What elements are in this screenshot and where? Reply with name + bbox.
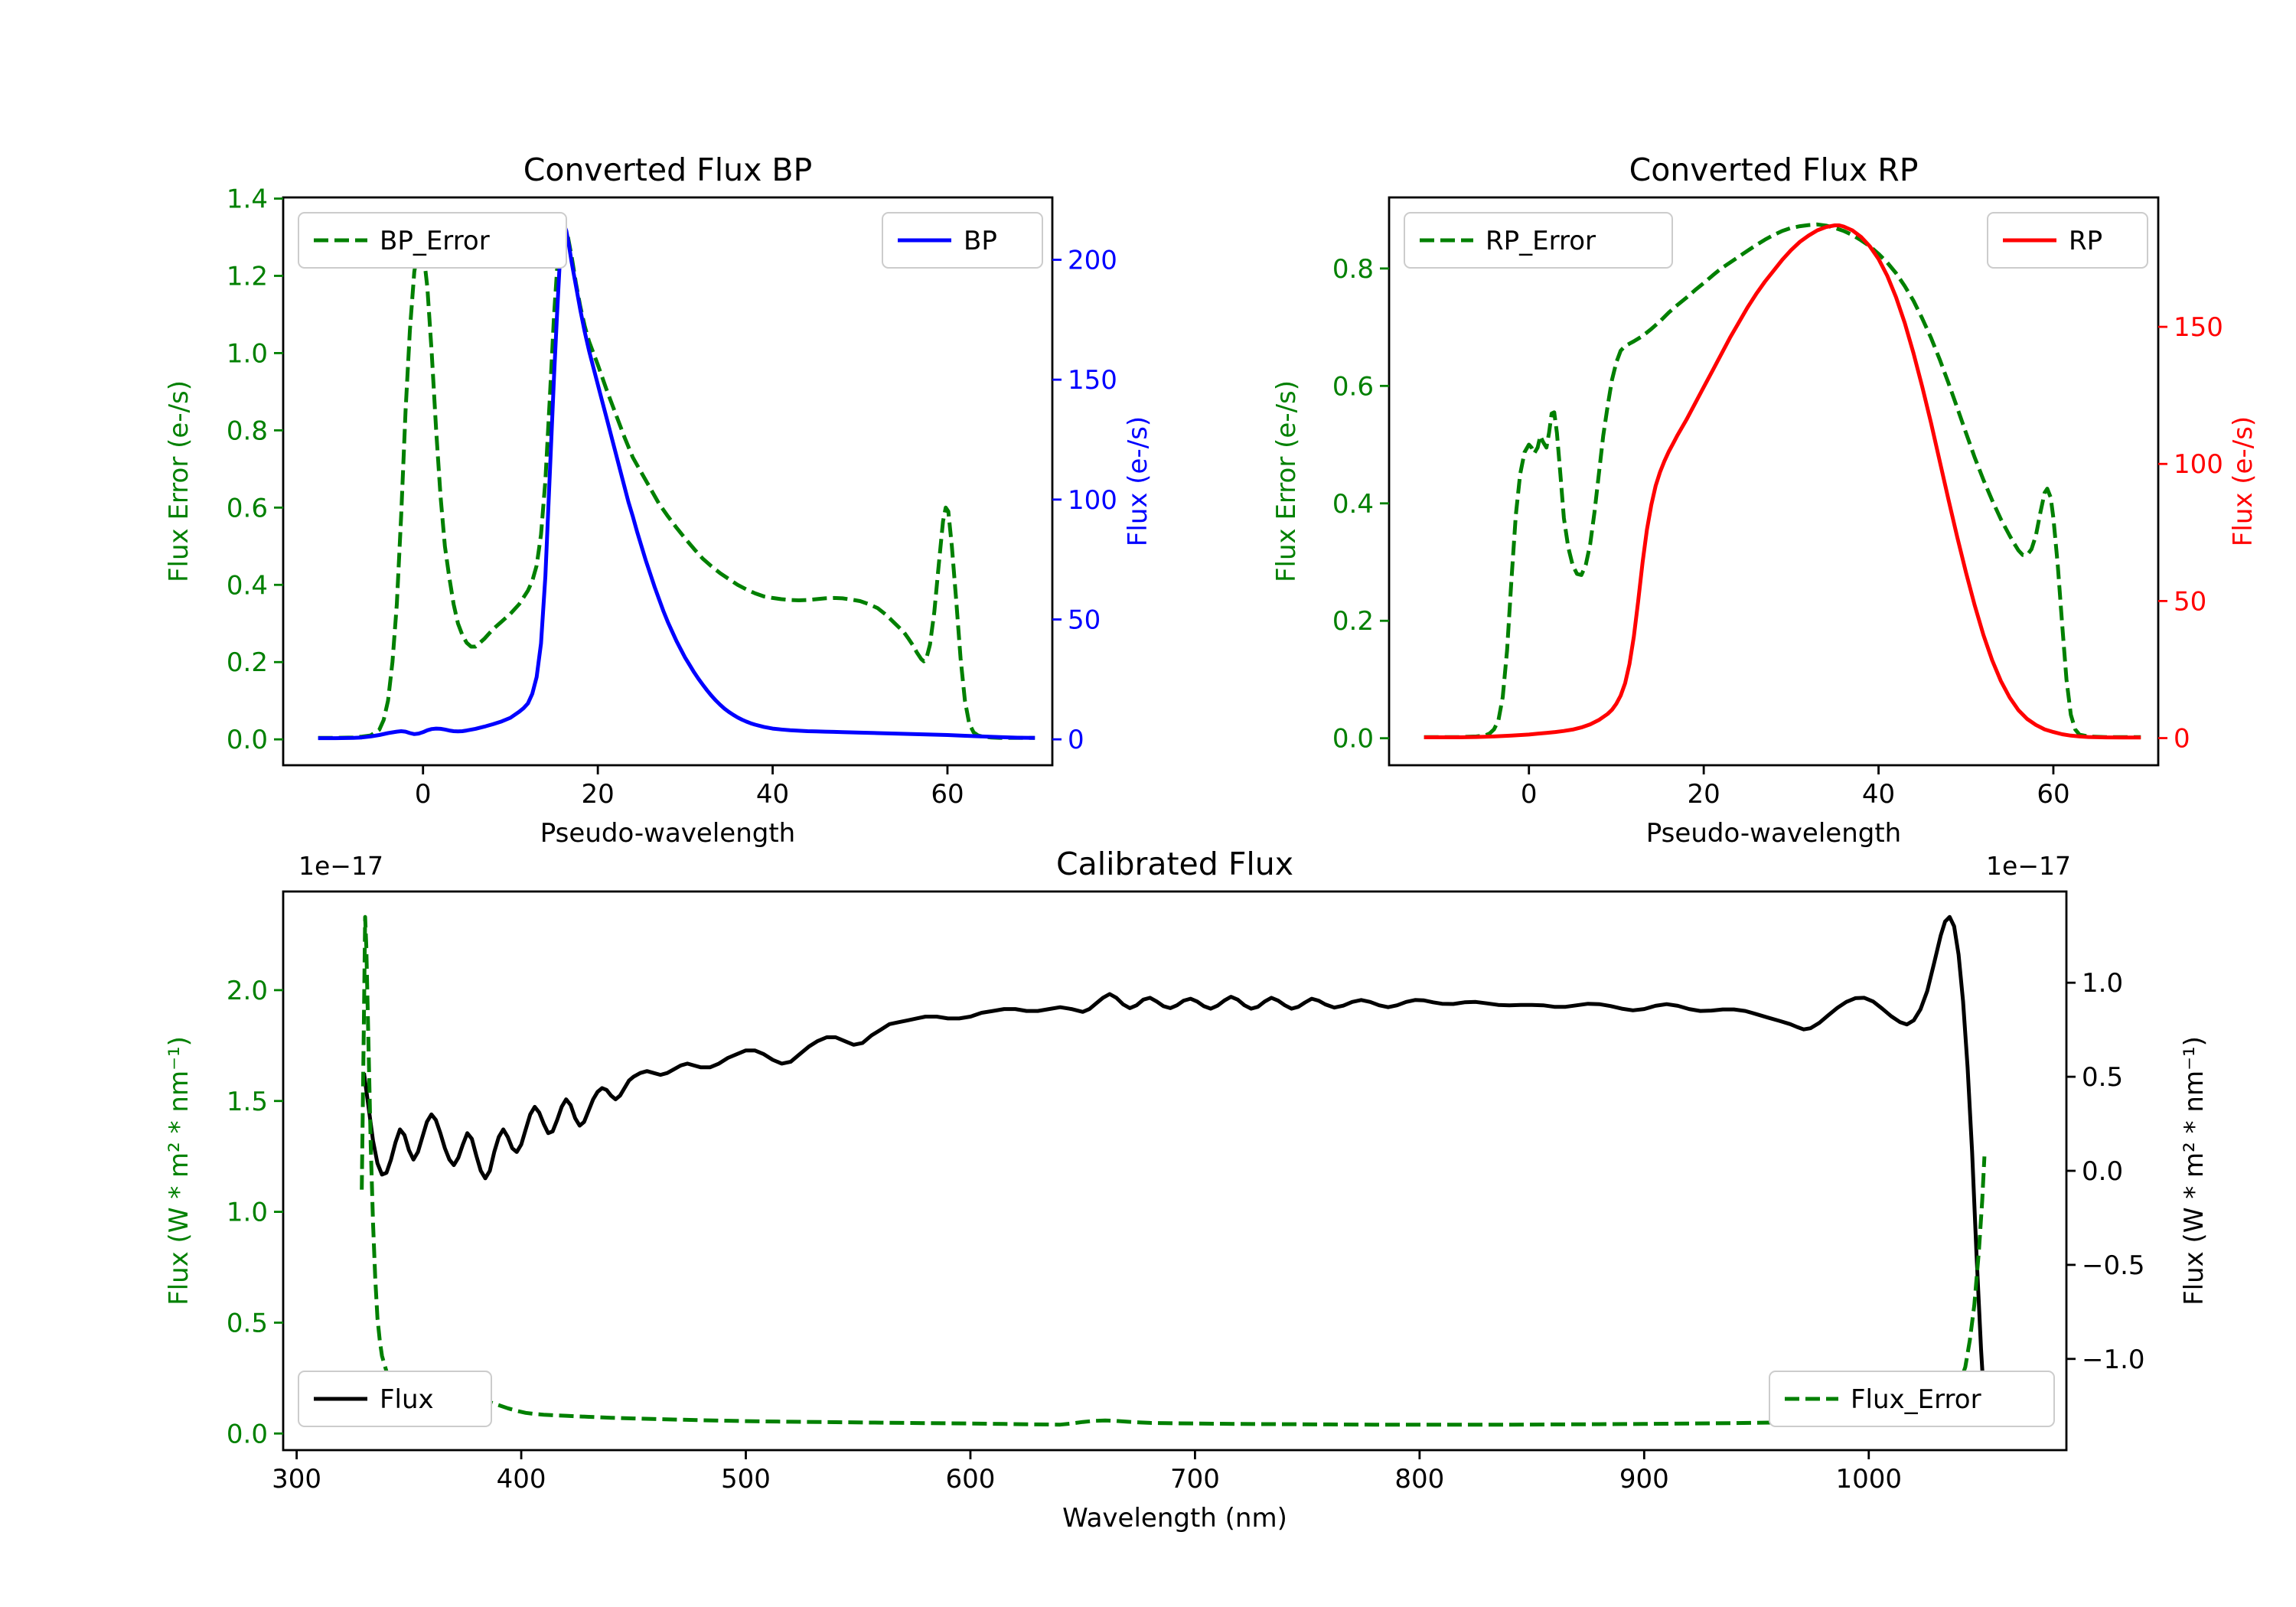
right-offset-text: 1e−17: [1986, 851, 2071, 881]
subplot-bp: 0 20 40 60 0.0 0.2 0.4 0.6 0.8 1.0 1.2 1.4 0 50 100 150…: [164, 152, 1153, 849]
left-tick-label: 0.8: [227, 416, 268, 446]
x-tick-label: 0: [415, 779, 432, 810]
chart-title-bp: Converted Flux BP: [523, 152, 813, 188]
legend-frame: [882, 212, 1043, 269]
x-axis-label: Pseudo-wavelength: [1646, 818, 1901, 849]
right-tick-label: −1.0: [2082, 1345, 2145, 1375]
legend-bp: BP: [882, 212, 1043, 269]
right-tick-label: 0.5: [2082, 1062, 2123, 1093]
legend-label: BP_Error: [380, 226, 490, 256]
left-axis-label: Flux (W * m² * nm⁻¹): [164, 1036, 194, 1305]
chart-title-calibrated: Calibrated Flux: [1056, 846, 1293, 882]
legend-label: RP: [2069, 226, 2102, 256]
left-tick-label: 0.6: [1332, 371, 1374, 402]
bp-line: [318, 222, 1035, 741]
x-tick-label: 600: [946, 1464, 996, 1495]
left-tick-label: 0.0: [1332, 724, 1374, 755]
series-group-rp: [1424, 222, 2141, 740]
x-tick-label: 20: [1688, 779, 1720, 810]
x-tick-label: 60: [931, 779, 964, 810]
chart-title-rp: Converted Flux RP: [1629, 152, 1919, 188]
right-tick-label: 0: [2174, 724, 2190, 755]
left-tick-label: 2.0: [227, 976, 268, 1006]
legend-label: Flux_Error: [1851, 1384, 1981, 1415]
x-tick-label: 400: [497, 1464, 546, 1495]
series-group-bp: [318, 221, 1035, 741]
x-tick-label: 20: [582, 779, 615, 810]
left-tick-label: 0.0: [227, 1419, 268, 1449]
left-tick-label: 0.2: [227, 647, 268, 678]
axes-spines: [1388, 196, 2160, 767]
right-axis-label: Flux (W * m² * nm⁻¹): [2179, 1036, 2210, 1305]
left-tick-label: 1.0: [227, 338, 268, 369]
x-axis-label: Pseudo-wavelength: [540, 818, 795, 849]
right-tick-label: 0.0: [2082, 1156, 2123, 1187]
left-axis-label: Flux Error (e-/s): [1271, 380, 1302, 582]
legend-bp-error: BP_Error: [298, 212, 567, 269]
x-tick-label: 60: [2037, 779, 2069, 810]
left-tick-label: 0.6: [227, 493, 268, 523]
x-tick-label: 800: [1394, 1464, 1444, 1495]
right-tick-label: 150: [2174, 312, 2223, 343]
right-axis-label: Flux (e-/s): [2228, 416, 2258, 546]
flux-line: [362, 914, 1988, 1425]
legend-label: RP_Error: [1486, 226, 1596, 256]
left-tick-label: 1.2: [227, 261, 268, 292]
legend-frame: [1769, 1371, 2055, 1427]
right-tick-label: 200: [1068, 245, 1117, 275]
x-tick-label: 40: [756, 779, 789, 810]
right-tick-label: 150: [1068, 365, 1117, 396]
left-tick-label: 1.0: [227, 1198, 268, 1228]
right-tick-label: 50: [1068, 605, 1101, 635]
left-tick-label: 0.8: [1332, 254, 1374, 285]
right-tick-label: 50: [2174, 586, 2206, 617]
legend-frame: [1987, 212, 2148, 269]
x-tick-label: 40: [1862, 779, 1895, 810]
left-tick-label: 1.4: [227, 184, 268, 215]
right-tick-label: 1.0: [2082, 968, 2123, 999]
x-tick-label: 500: [721, 1464, 771, 1495]
legend-flux-error: Flux_Error: [1769, 1371, 2055, 1427]
x-tick-label: 900: [1619, 1464, 1669, 1495]
x-tick-label: 700: [1170, 1464, 1220, 1495]
left-tick-label: 0.0: [227, 725, 268, 755]
rp-line: [1424, 223, 2141, 740]
legend-label: Flux: [380, 1384, 434, 1415]
legend-label: BP: [964, 226, 997, 256]
right-tick-label: 0: [1068, 725, 1084, 755]
subplot-calibrated: 300 400 500 600 700 800 900 1000 0.0 0.5 1.0 1.5 2.0…: [164, 846, 2210, 1534]
x-tick-label: 300: [272, 1464, 321, 1495]
bp-error-line: [318, 221, 1035, 740]
left-offset-text: 1e−17: [298, 851, 383, 881]
x-axis-label: Wavelength (nm): [1062, 1503, 1287, 1534]
legend-frame: [298, 212, 567, 269]
legend-frame: [1404, 212, 1673, 269]
legend-frame: [298, 1371, 492, 1427]
right-tick-label: −0.5: [2082, 1250, 2145, 1281]
left-tick-label: 1.5: [227, 1087, 268, 1117]
right-axis-label: Flux (e-/s): [1123, 416, 1153, 546]
left-tick-label: 0.2: [1332, 606, 1374, 637]
x-tick-label: 1000: [1835, 1464, 1902, 1495]
left-axis-label: Flux Error (e-/s): [164, 380, 194, 582]
right-tick-label: 100: [2174, 449, 2223, 480]
legend-flux: Flux: [298, 1371, 492, 1427]
left-tick-label: 0.4: [1332, 489, 1374, 520]
rp-error-line: [1424, 222, 2141, 739]
subplot-rp: 0 20 40 60 0.0 0.2 0.4 0.6 0.8 0 50 100 150 Converted…: [1271, 152, 2258, 849]
axes-spines: [282, 196, 1054, 767]
left-tick-label: 0.4: [227, 570, 268, 601]
legend-rp-error: RP_Error: [1404, 212, 1673, 269]
legend-rp: RP: [1987, 212, 2148, 269]
right-tick-label: 100: [1068, 485, 1117, 516]
left-tick-label: 0.5: [227, 1308, 268, 1338]
x-tick-label: 0: [1521, 779, 1538, 810]
